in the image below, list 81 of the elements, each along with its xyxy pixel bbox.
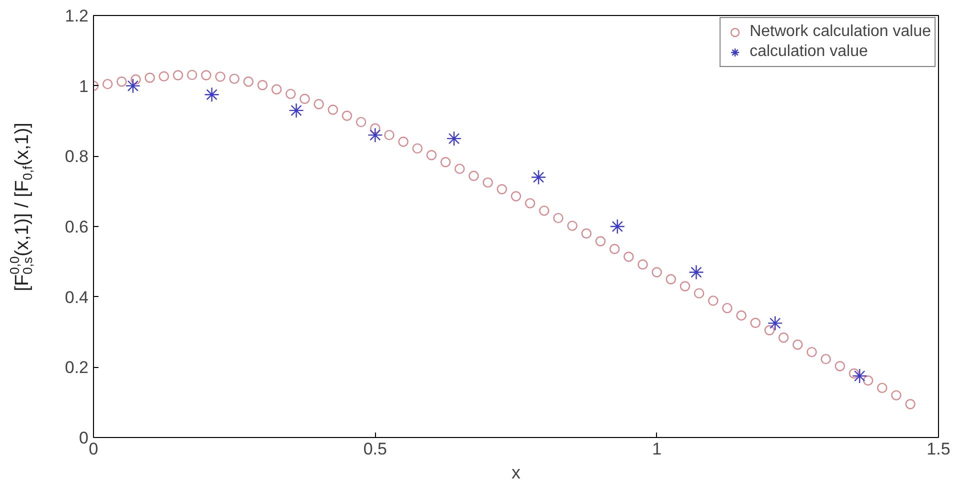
point bbox=[186, 70, 198, 80]
legend-label: calculation value bbox=[750, 43, 868, 61]
point bbox=[848, 368, 860, 379]
point bbox=[722, 302, 732, 314]
point bbox=[694, 288, 704, 298]
x-tick-label: 1.5 bbox=[926, 440, 950, 458]
point bbox=[243, 76, 254, 87]
point bbox=[288, 102, 304, 118]
point bbox=[229, 74, 240, 84]
point bbox=[736, 310, 746, 321]
point bbox=[624, 252, 634, 262]
point bbox=[384, 130, 394, 140]
point bbox=[201, 70, 212, 80]
point bbox=[539, 206, 550, 216]
point bbox=[286, 88, 296, 100]
point bbox=[102, 78, 113, 90]
point bbox=[454, 164, 465, 174]
point bbox=[688, 264, 704, 280]
point bbox=[215, 72, 226, 82]
point bbox=[768, 316, 783, 331]
point bbox=[314, 99, 324, 110]
point bbox=[482, 177, 493, 188]
point bbox=[130, 74, 141, 85]
y-tick-label: 0.6 bbox=[64, 218, 89, 236]
point bbox=[328, 104, 338, 115]
y-tick-label: 0.2 bbox=[64, 358, 89, 378]
point bbox=[342, 110, 352, 121]
point bbox=[652, 267, 662, 278]
point bbox=[468, 170, 479, 181]
point bbox=[553, 212, 564, 224]
point bbox=[356, 116, 366, 128]
point bbox=[368, 127, 383, 143]
point bbox=[820, 354, 831, 364]
y-tick-label: 1.2 bbox=[64, 6, 89, 26]
point bbox=[144, 72, 155, 83]
y-axis-title: [F0,00,s(x,1)] / [F0,f(x,1)] bbox=[7, 122, 35, 292]
point bbox=[204, 87, 220, 102]
point bbox=[116, 76, 127, 87]
point bbox=[595, 236, 606, 246]
point bbox=[158, 71, 170, 82]
point bbox=[778, 332, 789, 343]
point bbox=[610, 218, 625, 234]
point bbox=[257, 80, 268, 90]
point bbox=[581, 228, 592, 239]
point bbox=[680, 281, 690, 292]
point bbox=[426, 150, 437, 160]
point bbox=[440, 157, 451, 168]
y-tick-label: 0.8 bbox=[64, 147, 89, 166]
point bbox=[370, 123, 380, 134]
point bbox=[446, 130, 462, 146]
point bbox=[271, 84, 282, 94]
point bbox=[125, 78, 141, 94]
point bbox=[524, 198, 536, 208]
point bbox=[862, 375, 874, 386]
point bbox=[750, 318, 761, 328]
x-tick-label: 0.5 bbox=[363, 440, 387, 458]
point bbox=[172, 70, 184, 80]
x-axis-title: x bbox=[512, 462, 520, 482]
point bbox=[530, 170, 546, 185]
point bbox=[708, 296, 718, 306]
point bbox=[510, 191, 522, 202]
point bbox=[764, 325, 775, 336]
point bbox=[300, 94, 310, 104]
point bbox=[666, 274, 676, 284]
legend-label: Network calculation value bbox=[750, 23, 931, 41]
point bbox=[412, 143, 423, 154]
point bbox=[877, 382, 888, 394]
point bbox=[496, 184, 508, 194]
point bbox=[609, 244, 620, 254]
point bbox=[638, 259, 648, 270]
point bbox=[891, 390, 902, 400]
point bbox=[398, 136, 408, 147]
point bbox=[905, 399, 916, 410]
point bbox=[852, 368, 868, 384]
point bbox=[567, 220, 578, 231]
y-tick-label: 0.4 bbox=[64, 288, 89, 307]
point bbox=[806, 346, 817, 358]
y-tick-label: 1 bbox=[79, 76, 89, 96]
x-tick-label: 1 bbox=[652, 440, 662, 458]
point bbox=[792, 340, 803, 350]
point bbox=[834, 361, 846, 372]
